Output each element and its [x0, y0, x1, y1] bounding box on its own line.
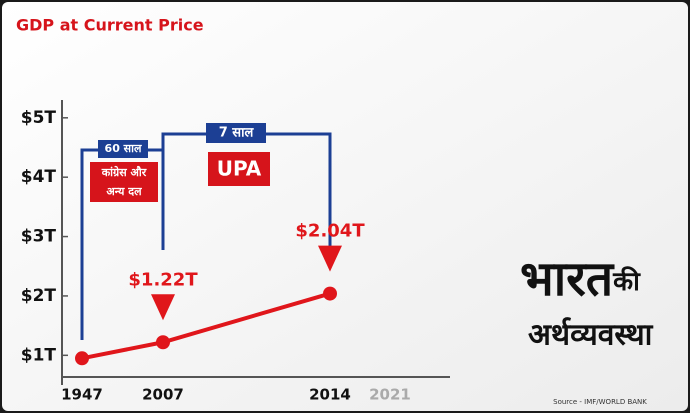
chart-title: GDP at Current Price [16, 16, 204, 35]
brand-word: भारत [520, 251, 615, 307]
brand-word: की [612, 266, 641, 297]
annotation: 60 साल [105, 142, 142, 155]
y-tick-label: $5T [21, 108, 57, 128]
value-label: $2.04T [295, 221, 365, 242]
x-tick-label: 2007 [142, 386, 184, 404]
pointer [318, 245, 342, 272]
annotation: कांग्रेस और [101, 165, 147, 179]
annotation: अन्य दल [106, 185, 142, 198]
y-tick-label: $4T [21, 167, 57, 187]
annotation: UPA [217, 157, 262, 181]
y-tick-label: $3T [21, 227, 57, 247]
value-label: $1.22T [128, 269, 198, 290]
data-point [323, 286, 337, 301]
brand: भारतकी [520, 251, 641, 307]
x-tick-label: 2021 [369, 386, 411, 404]
annotation: 7 साल [219, 126, 255, 141]
label-box [90, 162, 158, 202]
x-tick-label: 1947 [61, 386, 103, 404]
y-tick-label: $1T [21, 345, 57, 365]
label-box [208, 152, 270, 186]
x-tick-label: 2014 [309, 386, 351, 404]
label-box [206, 123, 266, 143]
y-tick-label: $2T [21, 286, 57, 306]
brand: अर्थव्यवस्था [528, 317, 654, 353]
pointer [151, 294, 175, 321]
data-point [75, 351, 89, 366]
source: Source - IMF/WORLD BANK [553, 398, 647, 406]
data-point [156, 335, 170, 350]
label-box [98, 140, 148, 158]
